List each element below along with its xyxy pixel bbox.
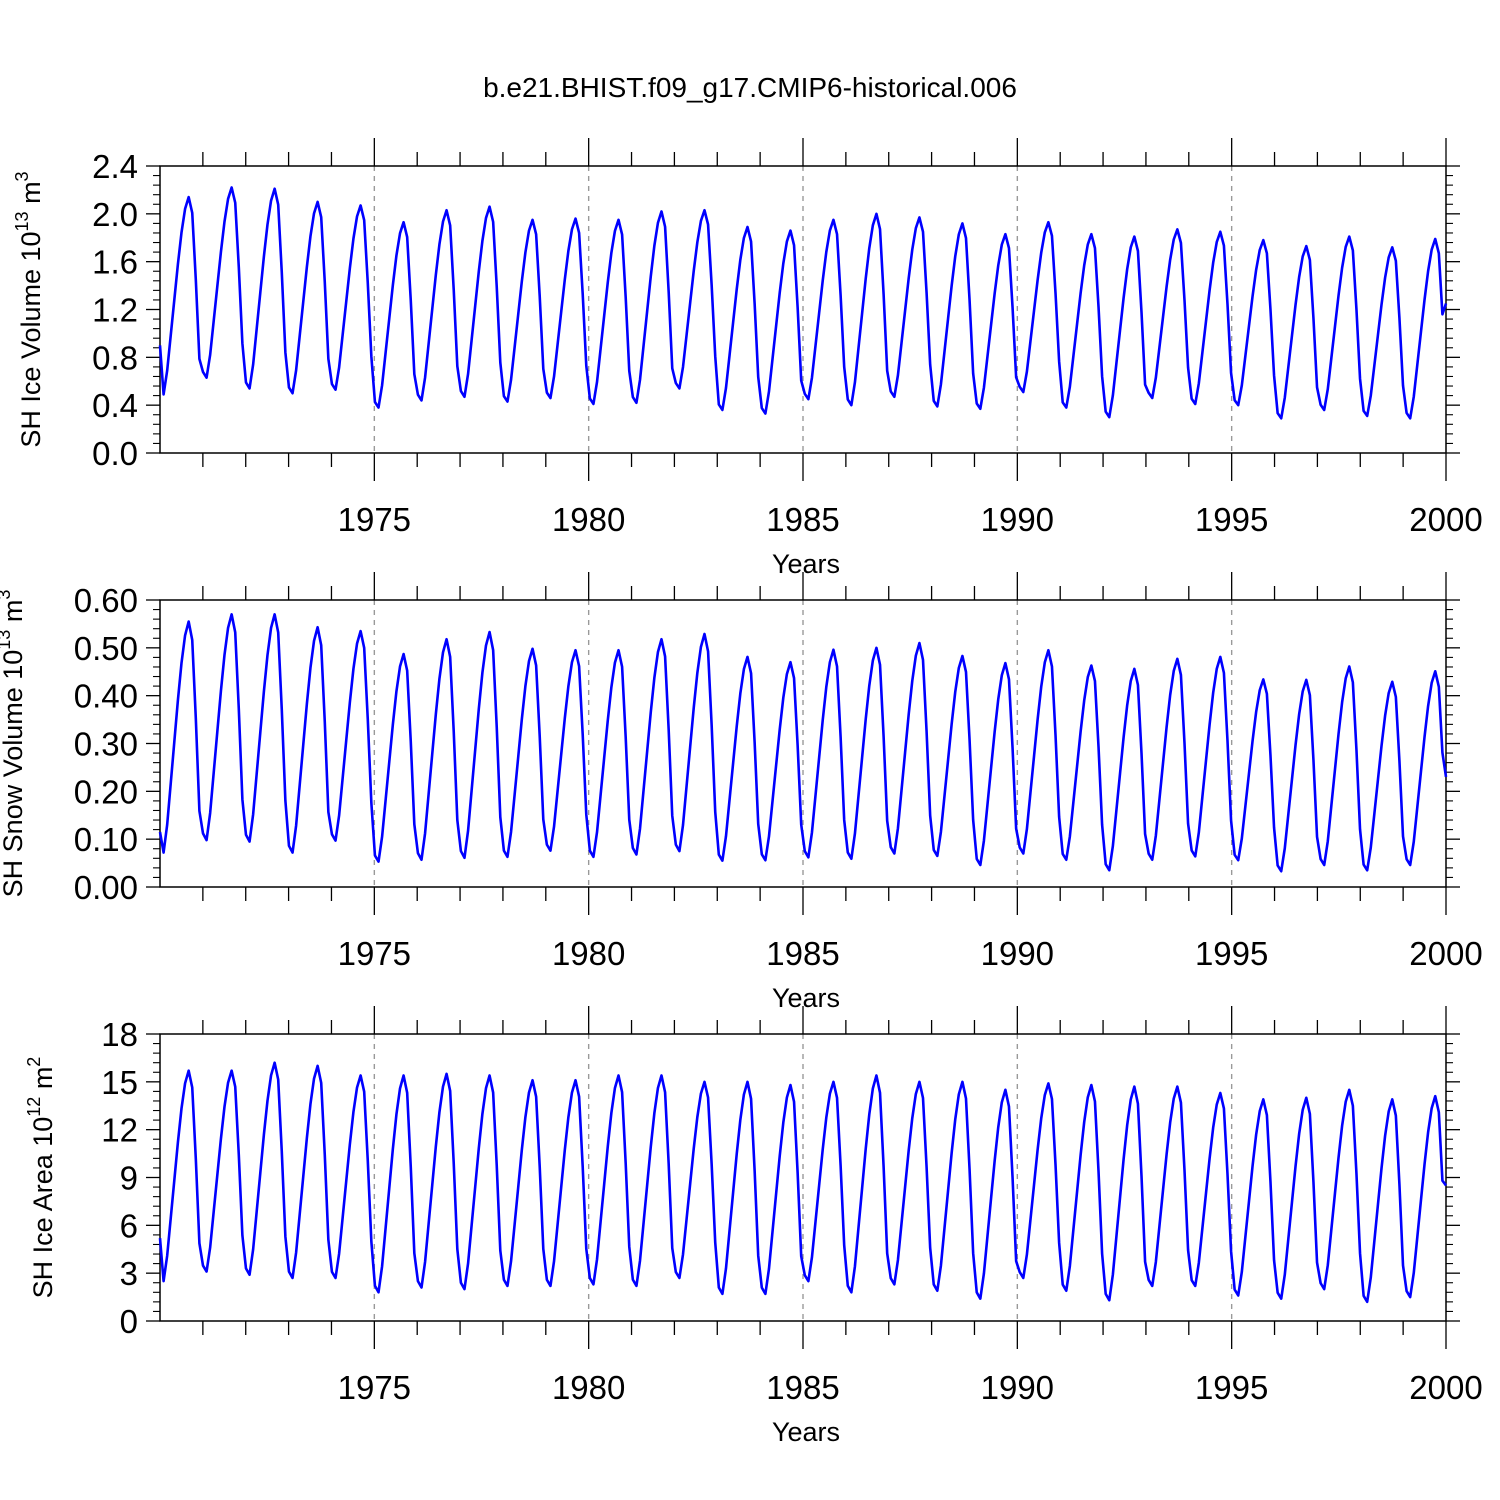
y-tick-label: 0.4	[92, 387, 138, 424]
y-tick-label: 18	[101, 1016, 138, 1053]
y-axis-label-unit-exponent: 3	[12, 171, 32, 181]
x-axis-label: Years	[772, 983, 840, 1013]
y-tick-label: 0.00	[74, 869, 138, 906]
x-axis-label: Years	[772, 1417, 840, 1447]
x-tick-label: 1975	[338, 501, 411, 538]
x-tick-label: 1995	[1195, 1369, 1268, 1406]
y-tick-label: 0.60	[74, 582, 138, 619]
y-tick-label: 15	[101, 1064, 138, 1101]
panel-2: 1975 1980 1985 1990 1995 2000 Years 0.00 0.10 0.2…	[0, 572, 1483, 1013]
x-tick-label: 1985	[766, 935, 839, 972]
y-axis-label: SH Snow Volume 1013 m3	[0, 590, 28, 898]
x-tick-label: 2000	[1409, 1369, 1482, 1406]
x-tick-label: 2000	[1409, 501, 1482, 538]
y-axis-label: SH Ice Volume 1013 m3	[12, 171, 46, 447]
chart-title: b.e21.BHIST.f09_g17.CMIP6-historical.006	[483, 72, 1017, 103]
y-axis-label: SH Ice Area 1012 m2	[24, 1057, 58, 1299]
panel-3: 1975 1980 1985 1990 1995 2000 Years 0 3 6 9 12 15 18 S…	[24, 1006, 1483, 1447]
y-axis-label-text: SH Ice Area 10	[28, 1117, 58, 1299]
y-tick-label: 1.2	[92, 292, 138, 329]
y-tick-label: 9	[120, 1160, 138, 1197]
y-tick-label: 0.8	[92, 339, 138, 376]
x-tick-label: 2000	[1409, 935, 1482, 972]
x-tick-label: 1980	[552, 1369, 625, 1406]
x-tick-label: 1985	[766, 501, 839, 538]
y-axis-label-unit-exponent: 2	[24, 1057, 44, 1067]
y-tick-label: 12	[101, 1112, 138, 1149]
panel-1: 1975 1980 1985 1990 1995 2000 Years 0.0 0.4 0.8 1.…	[12, 138, 1483, 579]
y-axis-label-exponent: 13	[12, 211, 32, 231]
y-tick-label: 3	[120, 1255, 138, 1292]
x-tick-label: 1980	[552, 501, 625, 538]
x-tick-label: 1990	[981, 935, 1054, 972]
y-tick-label: 0	[120, 1303, 138, 1340]
y-axis-label-unit: m	[0, 600, 28, 630]
series-line	[158, 186, 1448, 420]
x-tick-label: 1990	[981, 501, 1054, 538]
series-line	[158, 1061, 1448, 1304]
y-axis-label-exponent: 13	[0, 630, 14, 650]
y-tick-label: 0.40	[74, 678, 138, 715]
x-axis-label: Years	[772, 549, 840, 579]
y-tick-label: 2.0	[92, 196, 138, 233]
x-tick-label: 1975	[338, 1369, 411, 1406]
y-tick-label: 6	[120, 1207, 138, 1244]
y-tick-label: 0.50	[74, 630, 138, 667]
x-tick-label: 1975	[338, 935, 411, 972]
x-tick-label: 1995	[1195, 501, 1268, 538]
x-tick-label: 1985	[766, 1369, 839, 1406]
x-tick-label: 1980	[552, 935, 625, 972]
y-axis-label-unit: m	[28, 1067, 58, 1097]
y-tick-label: 1.6	[92, 244, 138, 281]
series-line	[158, 613, 1448, 873]
y-axis-label-text: SH Ice Volume 10	[16, 231, 46, 447]
y-axis-label-unit-exponent: 3	[0, 590, 14, 600]
x-tick-label: 1990	[981, 1369, 1054, 1406]
y-tick-label: 0.10	[74, 821, 138, 858]
y-tick-label: 2.4	[92, 148, 138, 185]
y-tick-label: 0.0	[92, 435, 138, 472]
y-tick-label: 0.20	[74, 773, 138, 810]
y-axis-label-exponent: 12	[24, 1097, 44, 1117]
x-tick-label: 1995	[1195, 935, 1268, 972]
y-tick-label: 0.30	[74, 726, 138, 763]
y-axis-label-text: SH Snow Volume 10	[0, 650, 28, 898]
y-axis-label-unit: m	[16, 181, 46, 211]
